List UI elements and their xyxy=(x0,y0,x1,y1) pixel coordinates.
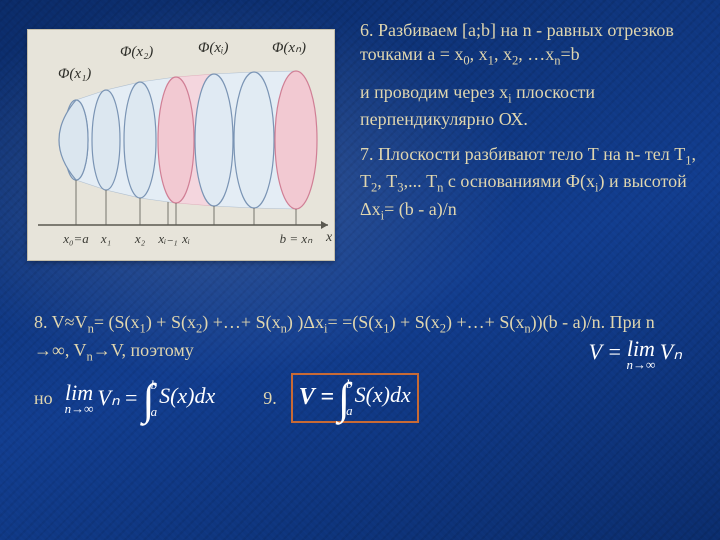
step-7: 7. Плоскости разбивают тело Т на n- тел … xyxy=(360,142,700,225)
bottom-formula-row: но lim n→∞ Vₙ = ∫ b a S(x)dx 9. V = xyxy=(34,373,686,423)
svg-text:x₂: x₂ xyxy=(134,231,146,246)
step-6-partition: 6. Разбиваем [a;b] на n - равных отрезко… xyxy=(360,18,700,70)
svg-text:Φ(x₂): Φ(x₂) xyxy=(120,44,153,60)
svg-text:x₁: x₁ xyxy=(100,231,111,246)
label-no: но xyxy=(34,386,53,410)
svg-text:x: x xyxy=(325,230,333,245)
formula-final-boxed: V = ∫ b a S(x)dx xyxy=(291,373,419,423)
steps-8-9-text: 8. V≈Vn= (S(x1) + S(x2) +…+ S(xn) )Δxi= … xyxy=(34,310,686,423)
label-9: 9. xyxy=(263,386,277,410)
svg-text:Φ(xₙ): Φ(xₙ) xyxy=(272,40,306,56)
steps-6-7-text: 6. Разбиваем [a;b] на n - равных отрезко… xyxy=(360,18,700,235)
svg-text:Φ(x₁): Φ(x₁) xyxy=(58,66,91,82)
svg-text:xᵢ: xᵢ xyxy=(181,231,190,246)
solid-of-revolution-diagram: x₀=a x₁ x₂ xᵢ₋₁ xᵢ b = xₙ x Φ(x₁) Φ(x₂) Φ(xᵢ) Φ(xₙ… xyxy=(28,30,334,260)
svg-text:Φ(xᵢ): Φ(xᵢ) xyxy=(198,40,228,56)
step-6-planes: и проводим через xi плоскости перпендику… xyxy=(360,80,700,132)
svg-text:xᵢ₋₁: xᵢ₋₁ xyxy=(157,231,177,246)
formula-lim-equals-integral: lim n→∞ Vₙ = ∫ b a S(x)dx xyxy=(65,378,216,418)
svg-text:x₀=a: x₀=a xyxy=(62,231,89,246)
svg-text:b = xₙ: b = xₙ xyxy=(280,231,314,246)
formula-v-equals-lim: V = lim n→∞ Vₙ xyxy=(589,337,682,371)
diagram-svg: x₀=a x₁ x₂ xᵢ₋₁ xᵢ b = xₙ x Φ(x₁) Φ(x₂) Φ(xᵢ) Φ(xₙ… xyxy=(28,30,334,260)
